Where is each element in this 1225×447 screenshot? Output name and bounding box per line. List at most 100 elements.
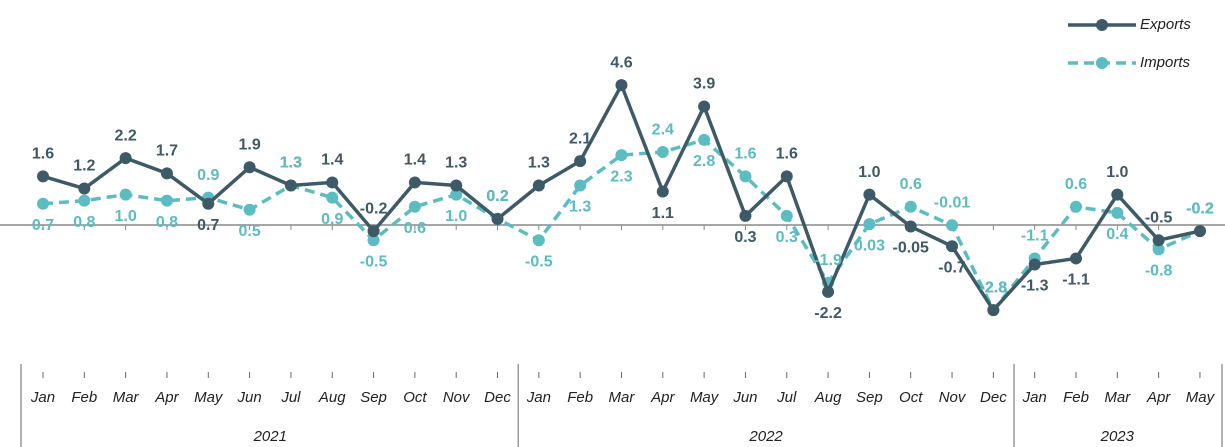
data-label: 1.0 [858,164,880,181]
x-tick-label: Sep [360,389,387,406]
data-label: -0.5 [1145,209,1173,226]
x-tick-label: Dec [484,389,511,406]
data-point [532,234,545,247]
x-tick-label: Jan [30,389,55,406]
data-label: 1.3 [280,155,302,172]
data-point [1070,252,1082,265]
x-tick-label: Aug [318,389,346,406]
x-group-label: 2023 [1100,428,1135,445]
x-tick-label: Feb [567,389,593,406]
series-line [42,81,1201,313]
data-point [1152,243,1165,256]
legend-label: Exports [1140,16,1191,33]
data-label: 1.4 [321,152,343,169]
x-tick-label: Oct [403,389,427,406]
data-label: 0.4 [1106,226,1128,243]
data-point [202,197,215,210]
x-tick-label: May [1186,389,1216,406]
data-label: -0.01 [934,195,971,212]
data-point [326,176,339,189]
data-point [78,194,91,207]
data-label: -0.7 [938,259,966,276]
data-point [37,170,49,183]
data-point [1111,206,1124,219]
data-label: 0.2 [486,188,508,205]
data-label: -1.3 [1021,278,1049,295]
legend-marker [1096,57,1108,69]
x-tick-label: Aug [814,389,842,406]
data-point [574,155,587,168]
data-point [863,188,876,201]
data-point [739,209,752,222]
x-tick-label: Nov [443,389,471,406]
data-point [284,179,297,192]
data-label: -0.2 [1186,200,1214,217]
data-point [698,133,711,146]
data-label: -1.1 [1062,272,1090,289]
data-label: 3.9 [693,76,715,93]
data-point [946,219,959,232]
x-tick-label: Mar [113,389,140,406]
data-label: 2.3 [610,168,632,185]
x-group-label: 2021 [253,428,287,445]
data-label: 1.0 [115,208,137,225]
data-label: 0.8 [156,214,178,231]
data-point [408,200,421,213]
x-tick-label: May [690,389,720,406]
data-point [243,203,256,216]
data-point [656,185,669,198]
data-label: 0.8 [73,214,95,231]
data-point [904,200,917,213]
data-point [1152,234,1165,247]
data-label: 1.2 [73,158,95,175]
data-label: -2.8 [980,279,1008,296]
data-point [1193,225,1206,238]
data-point [367,234,380,247]
data-label: 1.1 [652,205,674,222]
data-label: 0.6 [404,220,426,237]
data-label: 1.9 [238,136,260,153]
data-label: 1.6 [776,146,798,163]
data-label: 0.2 [486,188,508,205]
data-point [491,212,504,225]
data-point [780,209,793,222]
data-label: 2.4 [652,121,674,138]
data-point [326,191,339,204]
data-point [615,149,628,162]
x-tick-label: Feb [1063,389,1089,406]
data-label: 1.0 [445,208,467,225]
data-label: -0.5 [525,253,553,270]
data-label: 0.7 [32,217,54,234]
x-tick-label: Apr [154,389,179,406]
data-point [532,179,545,192]
data-point [160,194,173,207]
x-tick-label: Nov [939,389,967,406]
data-label: -0.05 [892,240,929,257]
data-label: 0.5 [238,223,260,240]
x-tick-label: Jul [776,389,797,406]
data-label: 2.1 [569,130,591,147]
data-label: 0.3 [734,229,756,246]
data-label: 0.9 [197,167,219,184]
data-point [243,161,256,174]
data-point [780,170,793,183]
x-tick-label: Dec [980,389,1007,406]
x-tick-label: Oct [899,389,923,406]
data-label: 0.7 [197,217,219,234]
data-point [119,152,132,165]
data-point [450,179,463,192]
data-label: 0.9 [321,211,343,228]
data-point [1070,200,1082,213]
data-point [160,167,173,180]
data-label: 1.3 [445,155,467,172]
x-tick-label: May [194,389,224,406]
data-point [863,218,876,231]
data-label: 1.3 [280,155,302,172]
data-label: -0.2 [1186,200,1214,217]
x-tick-label: Jan [526,389,551,406]
data-point [574,179,587,192]
data-point [656,146,669,159]
data-point [450,188,463,201]
data-label: -0.5 [360,253,388,270]
